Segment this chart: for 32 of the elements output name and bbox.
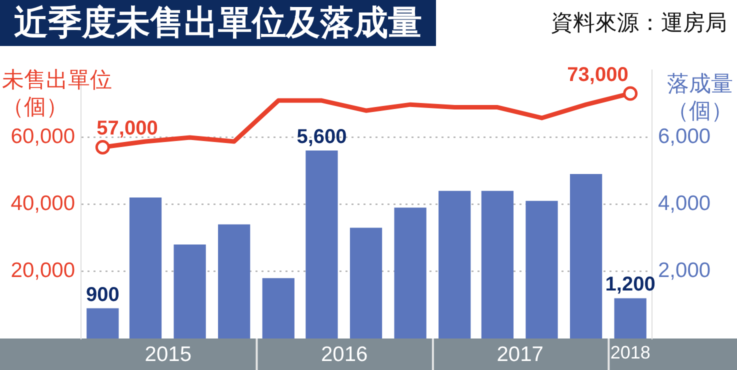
- y2-tick-label: 6,000: [658, 124, 711, 148]
- bar: [394, 208, 426, 338]
- bar: [350, 228, 382, 338]
- x-tick-label: 2016: [320, 342, 368, 366]
- x-tick-label: 2017: [496, 342, 544, 366]
- bar: [570, 174, 602, 338]
- bar: [614, 298, 646, 338]
- y-tick-label: 20,000: [10, 259, 75, 282]
- bar: [174, 244, 206, 338]
- data-label: 73,000: [567, 64, 628, 86]
- data-label: 1,200: [605, 274, 656, 296]
- y2-tick-label: 4,000: [658, 192, 711, 216]
- bar: [526, 200, 558, 338]
- bar: [218, 224, 250, 338]
- y2-tick-label: 2,000: [658, 259, 711, 282]
- chart-title: 近季度未售出單位及落成量: [0, 0, 436, 46]
- data-label: 900: [86, 284, 120, 306]
- bar: [86, 308, 119, 338]
- source-note: 資料來源：運房局: [551, 10, 727, 38]
- bar: [306, 150, 338, 338]
- y2-axis-title: 落成量（個）: [666, 70, 733, 124]
- y-axis-title: 未售出單位（個）: [2, 67, 112, 119]
- y-tick-label: 40,000: [10, 192, 75, 216]
- bar: [481, 190, 514, 338]
- bar: [129, 198, 162, 338]
- bar: [262, 278, 294, 338]
- y-tick-label: 60,000: [10, 124, 75, 148]
- x-tick-label: 2018: [610, 342, 650, 362]
- data-label: 57,000: [96, 118, 158, 140]
- data-label: 5,600: [296, 126, 347, 148]
- bar: [438, 190, 471, 338]
- x-tick-label: 2015: [144, 342, 192, 366]
